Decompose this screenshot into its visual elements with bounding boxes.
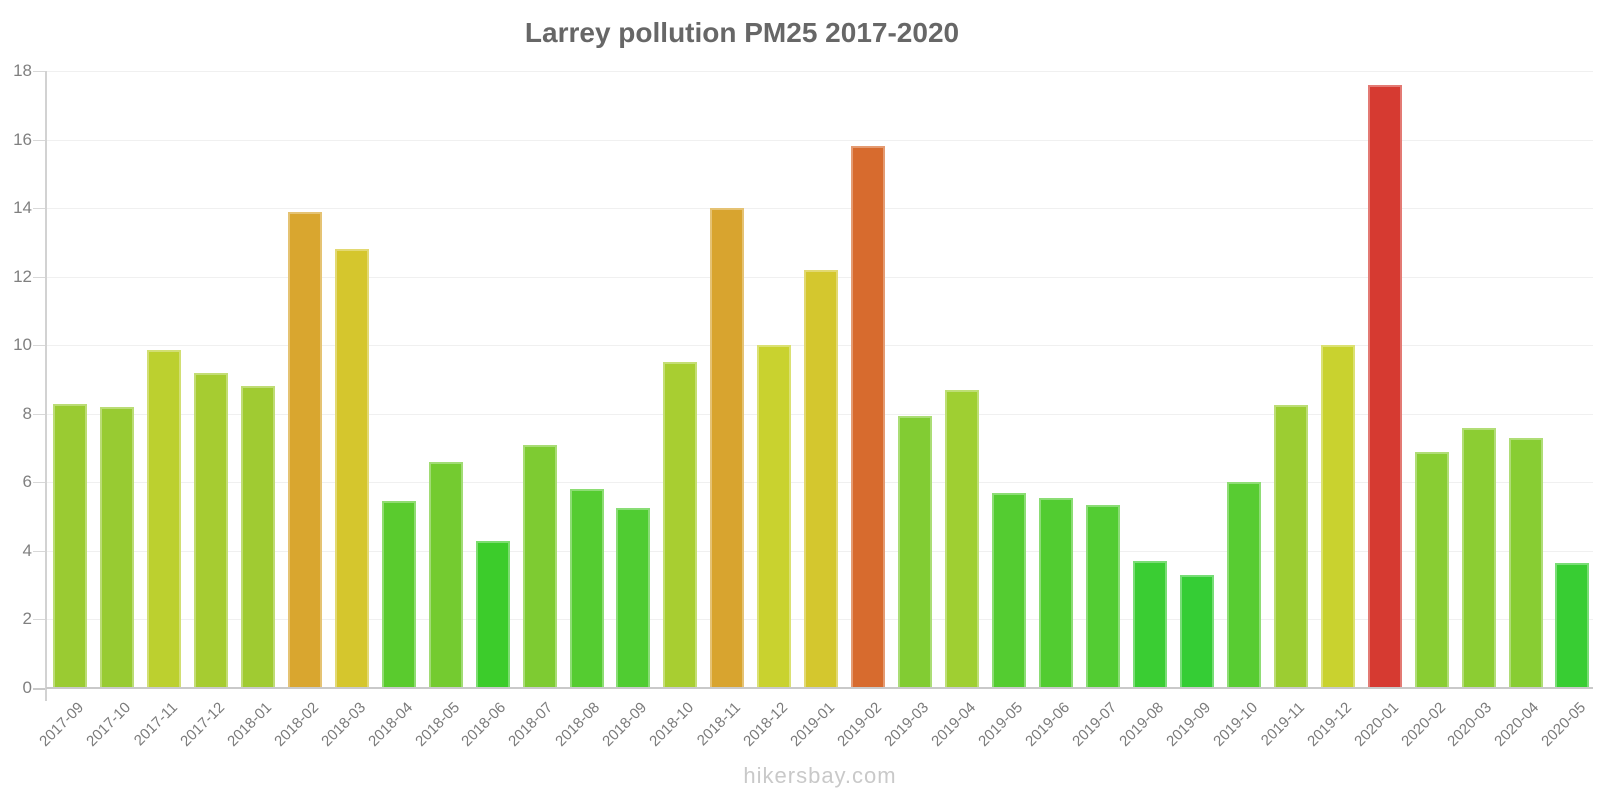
x-axis-label-2018-04: 2018-04 [364,699,416,750]
x-axis-label-2019-02: 2019-02 [834,699,886,750]
x-axis-label-2017-09: 2017-09 [36,699,88,750]
x-axis-label-2019-03: 2019-03 [881,699,933,750]
y-axis-label-14: 14 [13,198,32,218]
chart-title: Larrey pollution PM25 2017-2020 [524,17,960,48]
bar-2018-12[interactable] [757,345,792,688]
x-axis-label-2020-04: 2020-04 [1491,699,1543,750]
y-tick-2 [33,619,46,621]
y-axis-label-10: 10 [13,335,32,355]
x-axis-label-2018-05: 2018-05 [411,699,463,750]
bar-2018-02[interactable] [287,211,322,688]
bar-2019-06[interactable] [1039,497,1073,688]
x-axis-label-2019-10: 2019-10 [1209,699,1261,750]
y-axis-label-12: 12 [13,266,32,286]
x-axis-label-2019-06: 2019-06 [1022,699,1074,750]
x-axis-label-2020-01: 2020-01 [1350,699,1402,750]
x-axis-label-2019-12: 2019-12 [1303,699,1355,750]
bar-2018-01[interactable] [240,386,275,688]
bar-2019-10[interactable] [1226,482,1261,688]
y-tick-16 [33,139,46,141]
x-axis-label-2018-07: 2018-07 [505,699,557,750]
y-axis-label-0: 0 [22,678,32,697]
bar-2018-10[interactable] [663,362,698,688]
bar-2019-05[interactable] [992,492,1026,688]
y-axis-line [45,71,47,701]
bar-2018-05[interactable] [428,461,463,688]
y-tick-10 [33,345,46,347]
x-axis-label-2019-09: 2019-09 [1162,699,1214,750]
bar-2019-07[interactable] [1085,504,1120,688]
x-axis-label-2019-07: 2019-07 [1068,699,1120,750]
x-axis-label-2019-05: 2019-05 [975,699,1027,750]
bar-2018-07[interactable] [522,444,557,688]
x-axis-label-2018-06: 2018-06 [458,699,510,750]
x-axis-label-2019-04: 2019-04 [928,699,980,750]
bar-2019-04[interactable] [945,389,980,688]
bar-2019-08[interactable] [1132,561,1167,688]
bar-2017-12[interactable] [193,372,228,688]
x-axis-line [46,687,1593,689]
y-tick-4 [33,550,46,552]
y-tick-8 [33,413,46,415]
bar-2019-02[interactable] [851,146,886,688]
bar-2019-11[interactable] [1273,405,1308,688]
gridline-18 [46,71,1593,72]
y-tick-0 [33,688,46,690]
x-axis-label-2019-11: 2019-11 [1257,699,1308,750]
x-axis-label-2017-11: 2017-11 [130,699,181,750]
bar-2018-06[interactable] [475,540,510,688]
gridline-16 [46,139,1593,141]
x-axis-label-2018-09: 2018-09 [599,699,651,750]
bar-2019-12[interactable] [1320,345,1355,688]
x-axis-label-2019-08: 2019-08 [1115,699,1167,750]
y-axis-label-8: 8 [22,403,32,423]
gridline-14 [46,208,1593,210]
bar-2019-01[interactable] [804,269,839,688]
x-axis-label-2018-10: 2018-10 [646,699,698,750]
bar-2018-08[interactable] [569,489,604,688]
x-axis-label-2020-05: 2020-05 [1538,699,1590,750]
bar-2020-05[interactable] [1555,562,1590,688]
watermark: hikersbay.com [743,763,897,788]
bar-2018-09[interactable] [616,508,651,688]
y-axis-label-16: 16 [13,129,32,149]
y-tick-14 [33,208,46,210]
bar-2020-01[interactable] [1367,84,1402,688]
x-axis-label-2018-01: 2018-01 [223,699,275,750]
x-axis-label-2019-01: 2019-01 [787,699,839,750]
y-axis-label-18: 18 [13,61,32,80]
x-axis-label-2020-02: 2020-02 [1397,699,1449,750]
bar-2019-09[interactable] [1179,574,1214,688]
bar-2020-03[interactable] [1461,427,1496,688]
bar-2018-04[interactable] [381,501,416,688]
x-axis-label-2018-08: 2018-08 [552,699,604,750]
y-axis-label-4: 4 [22,540,32,560]
x-axis-label-2018-02: 2018-02 [270,699,322,750]
bar-2017-10[interactable] [100,406,134,688]
bar-2020-02[interactable] [1414,451,1449,688]
x-axis-label-2017-10: 2017-10 [83,699,135,750]
x-axis-label-2018-03: 2018-03 [317,699,369,750]
bar-2020-04[interactable] [1508,437,1543,688]
y-tick-12 [33,276,46,278]
x-axis-label-2020-03: 2020-03 [1444,699,1496,750]
bar-2017-09[interactable] [53,403,87,688]
bar-2018-11[interactable] [710,208,745,688]
y-axis-label-6: 6 [22,472,32,492]
bar-2017-11[interactable] [146,350,181,688]
x-axis-label-2018-11: 2018-11 [694,699,745,750]
y-tick-6 [33,482,46,484]
y-axis-label-2: 2 [22,609,32,629]
bar-2019-03[interactable] [898,415,933,688]
y-tick-18 [33,71,46,72]
bar-2018-03[interactable] [334,249,369,688]
x-axis-label-2017-12: 2017-12 [176,699,228,750]
x-axis-label-2018-12: 2018-12 [740,699,792,750]
